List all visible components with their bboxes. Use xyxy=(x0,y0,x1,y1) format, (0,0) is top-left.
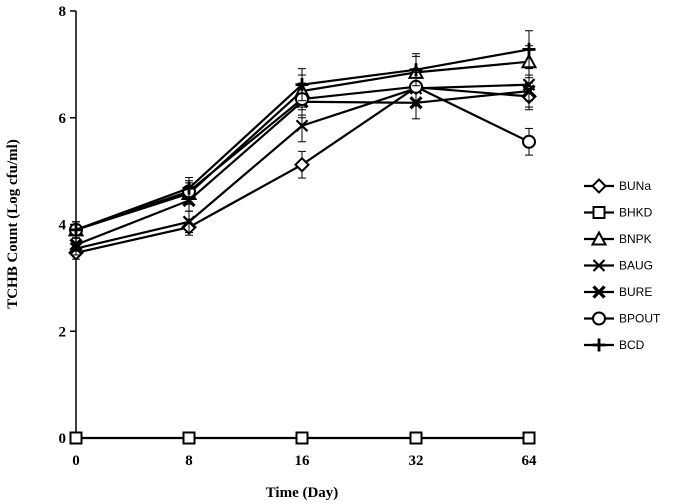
x-ticks: 0 8 16 32 64 xyxy=(72,438,537,469)
data-point-bhkd xyxy=(69,431,83,445)
data-point-bure xyxy=(69,238,83,252)
legend-label: BNPK xyxy=(619,232,652,246)
data-point-bcd xyxy=(295,78,309,92)
series-layer xyxy=(67,30,538,445)
x-tick-label: 0 xyxy=(72,453,80,469)
series-bcd xyxy=(69,30,536,239)
legend-label: BCD xyxy=(619,338,645,352)
data-point-bcd xyxy=(182,181,196,195)
data-point-bhkd xyxy=(522,431,536,445)
legend-marker-bhkd xyxy=(592,206,606,219)
series-bhkd xyxy=(69,431,536,445)
legend-entry-bcd: BCD xyxy=(584,338,645,352)
data-point-bhkd xyxy=(182,431,196,445)
legend-label: BUNa xyxy=(619,179,651,193)
x-tick-label: 16 xyxy=(295,453,311,469)
y-tick-label: 8 xyxy=(59,4,67,20)
legend-marker-bcd xyxy=(592,338,606,352)
data-point-baug xyxy=(295,119,309,133)
data-point-bcd xyxy=(409,63,423,77)
data-point-bcd xyxy=(522,42,536,56)
y-axis-label: TCHB Count (Log cfu/ml) xyxy=(5,139,21,309)
legend-label: BHKD xyxy=(619,206,653,220)
legend-label: BURE xyxy=(619,285,652,299)
y-tick-label: 4 xyxy=(59,218,67,234)
legend-entry-bhkd: BHKD xyxy=(584,206,653,220)
data-point-baug xyxy=(182,215,196,229)
legend-marker-bure xyxy=(592,285,606,299)
legend-marker-buna xyxy=(591,178,607,194)
legend-marker-baug xyxy=(592,259,606,272)
y-tick-label: 0 xyxy=(59,431,67,447)
legend-marker-bpout xyxy=(592,311,606,326)
legend-marker-bnpk xyxy=(590,230,608,246)
legend-label: BPOUT xyxy=(619,312,661,326)
x-tick-label: 32 xyxy=(409,453,424,469)
data-point-bpout xyxy=(522,134,536,149)
legend-entry-bure: BURE xyxy=(584,285,652,299)
y-tick-label: 6 xyxy=(59,111,67,127)
data-point-bhkd xyxy=(409,431,423,445)
data-point-bhkd xyxy=(295,431,309,445)
x-axis-label: Time (Day) xyxy=(266,485,339,501)
legend-entry-bnpk: BNPK xyxy=(584,230,652,246)
data-point-bure xyxy=(522,84,536,98)
data-point-buna xyxy=(294,156,310,173)
legend-entry-bpout: BPOUT xyxy=(584,311,661,326)
data-point-bcd xyxy=(69,223,83,237)
legend-entry-baug: BAUG xyxy=(584,259,653,273)
x-tick-label: 64 xyxy=(522,453,538,469)
x-tick-label: 8 xyxy=(185,453,193,469)
y-tick-label: 2 xyxy=(59,324,67,340)
legend-entry-buna: BUNa xyxy=(584,178,651,194)
legend: BUNa BHKD BNPK BAUG BURE BPOUT BCD xyxy=(584,178,661,352)
legend-label: BAUG xyxy=(619,259,653,273)
